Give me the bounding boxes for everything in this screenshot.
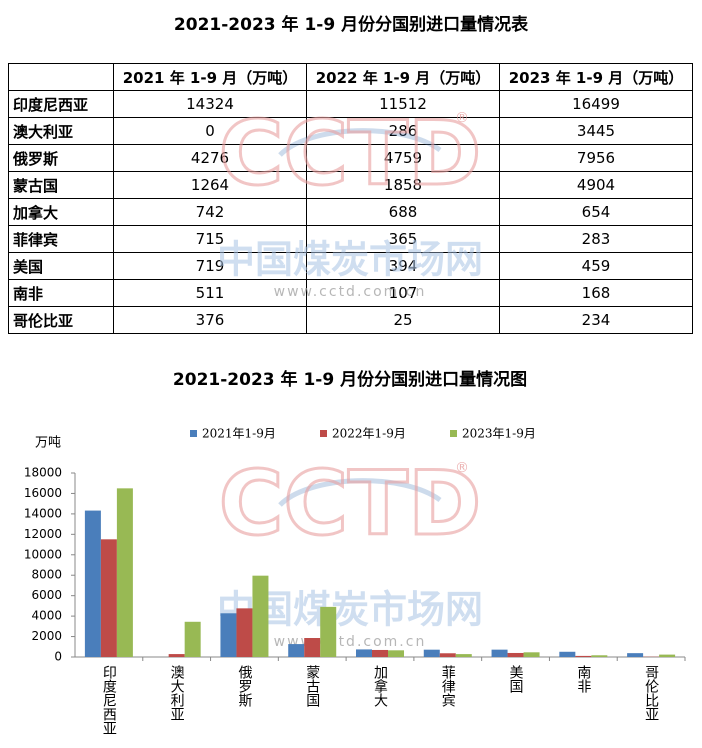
bar	[168, 654, 185, 657]
watermark-logo: CCTD	[219, 452, 481, 555]
value-cell: 1858	[306, 171, 500, 199]
bar	[627, 653, 644, 657]
watermark-mark: ®	[455, 110, 469, 126]
value-cell: 719	[113, 252, 307, 280]
value-cell: 234	[499, 306, 693, 334]
bar	[491, 649, 508, 657]
x-tick-label: 澳大利亚	[169, 665, 185, 721]
value-cell: 654	[499, 198, 693, 226]
legend-swatch	[450, 430, 457, 437]
bar	[252, 575, 269, 657]
y-tick-label: 0	[54, 650, 62, 664]
x-tick-label: 哥伦比亚	[643, 665, 659, 721]
chart-title: 2021-2023 年 1-9 月份分国别进口量情况图	[173, 369, 527, 390]
y-tick-label: 14000	[24, 506, 62, 520]
value-cell: 11512	[306, 90, 500, 118]
x-tick-label: 美国	[508, 665, 524, 693]
bar	[388, 650, 404, 657]
bar	[559, 651, 576, 657]
value-cell: 168	[499, 279, 693, 307]
value-cell: 365	[306, 225, 500, 253]
row-label: 澳大利亚	[8, 117, 114, 145]
corner-cell	[8, 63, 114, 91]
column-header: 2021 年 1-9 月（万吨）	[113, 63, 307, 91]
bar	[659, 654, 676, 657]
bar	[116, 488, 133, 657]
value-cell: 0	[113, 117, 307, 145]
value-cell: 394	[306, 252, 500, 280]
bar	[356, 649, 372, 657]
watermark-name: 中国煤炭市场网	[217, 238, 483, 282]
bar	[84, 510, 101, 657]
row-label: 美国	[8, 252, 114, 280]
table-row: 澳大利亚 0 286 3445	[8, 117, 693, 145]
bar	[304, 638, 321, 657]
value-cell: 4276	[113, 144, 307, 172]
y-tick-label: 18000	[24, 466, 62, 480]
x-tick-label: 蒙古国	[304, 665, 320, 707]
watermark-logo: CCTD	[219, 102, 481, 205]
watermark-url: www.cctd.com.cn	[274, 284, 427, 300]
x-tick-label: 加拿大	[372, 665, 388, 707]
header-row: 2021 年 1-9 月（万吨） 2022 年 1-9 月（万吨） 2023 年 1…	[8, 63, 693, 91]
value-cell: 7956	[499, 144, 693, 172]
bar	[455, 654, 472, 657]
bar	[288, 644, 305, 657]
y-tick-label: 8000	[31, 568, 62, 582]
legend-label: 2022年1-9月	[332, 427, 406, 441]
bar	[439, 653, 456, 657]
y-axis-label: 万吨	[35, 436, 61, 451]
watermark	[278, 128, 442, 507]
value-cell: 25	[306, 306, 500, 334]
bar	[236, 608, 253, 657]
y-tick-label: 10000	[24, 547, 62, 561]
bar	[523, 652, 540, 657]
legend-label: 2021年1-9月	[202, 427, 276, 441]
bar	[100, 539, 117, 657]
data-table: 2021 年 1-9 月（万吨） 2022 年 1-9 月（万吨） 2023 年 1…	[8, 63, 693, 334]
table-row: 美国 719 394 459	[8, 252, 693, 280]
column-header: 2023 年 1-9 月（万吨）	[499, 63, 693, 91]
legend-swatch	[320, 430, 327, 437]
row-label: 哥伦比亚	[8, 306, 114, 334]
table-row: 哥伦比亚 376 25 234	[8, 306, 693, 334]
value-cell: 16499	[499, 90, 693, 118]
legend-label: 2023年1-9月	[462, 427, 536, 441]
bar	[575, 655, 592, 657]
y-tick-label: 6000	[31, 588, 62, 602]
bar	[184, 621, 201, 657]
legend-swatch	[190, 430, 197, 437]
bar	[423, 649, 440, 657]
bar	[320, 606, 337, 657]
bar	[591, 655, 608, 657]
row-label: 俄罗斯	[8, 144, 114, 172]
y-tick-label: 2000	[31, 629, 62, 643]
value-cell: 1264	[113, 171, 307, 199]
y-tick-label: 16000	[24, 486, 62, 500]
y-tick-label: 4000	[31, 609, 62, 623]
table-row: 印度尼西亚 14324 11512 16499	[8, 90, 693, 118]
bar	[220, 613, 237, 657]
value-cell: 107	[306, 279, 500, 307]
value-cell: 742	[113, 198, 307, 226]
value-cell: 376	[113, 306, 307, 334]
x-tick-label: 俄罗斯	[236, 665, 252, 708]
y-tick-label: 12000	[24, 527, 62, 541]
watermark-mark: ®	[455, 460, 469, 476]
table-title: 2021-2023 年 1-9 月份分国别进口量情况表	[173, 15, 529, 35]
table-row: 蒙古国 1264 1858 4904	[8, 171, 693, 199]
bar	[507, 652, 524, 657]
bar	[372, 649, 388, 657]
x-tick-label: 南非	[575, 665, 591, 693]
x-tick-label: 菲律宾	[440, 665, 456, 707]
x-tick-label: 印度尼西亚	[101, 665, 117, 735]
